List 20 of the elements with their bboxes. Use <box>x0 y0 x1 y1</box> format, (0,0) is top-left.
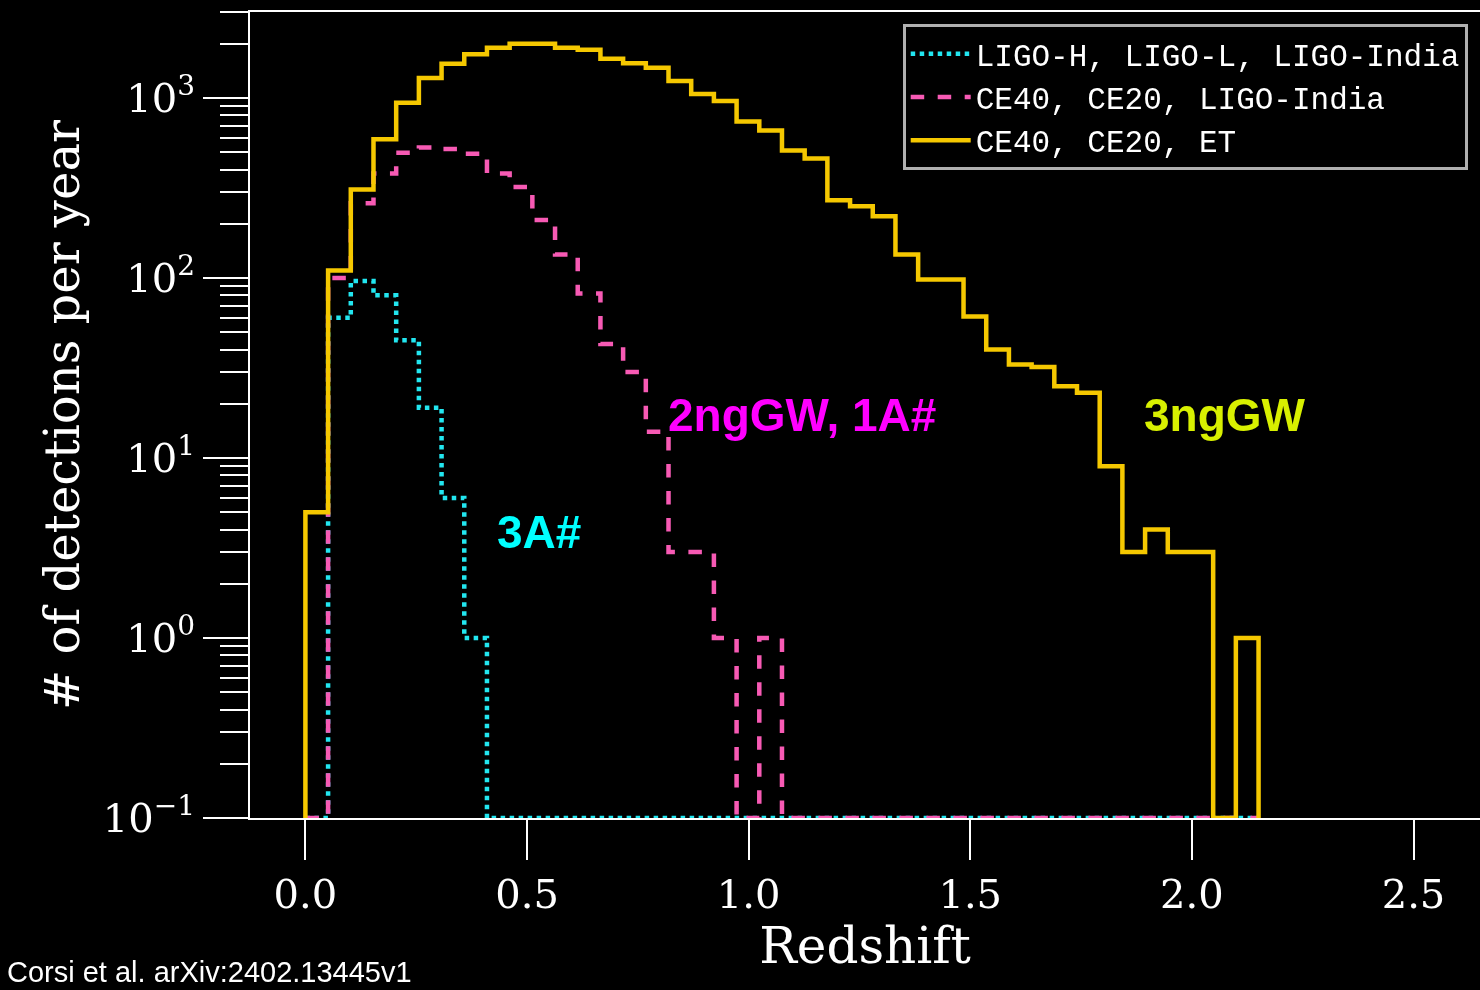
annotation: 3A# <box>497 506 582 558</box>
x-tick-label: 2.5 <box>1381 871 1446 917</box>
x-tick-label: 1.0 <box>716 871 781 917</box>
x-tick-label: 2.0 <box>1160 871 1224 917</box>
text: Corsi et al. arXiv:2402.13445v1 <box>7 956 412 988</box>
annotation: 2ngGW, 1A# <box>668 389 937 441</box>
legend-label: CE40, CE20, ET <box>975 126 1237 162</box>
x-axis-title: Redshift <box>759 917 971 975</box>
y-axis-title: # of detections per year <box>34 120 91 710</box>
y-tick-label: 10$^{3}$ <box>126 69 195 121</box>
x-tick-label: 0.5 <box>495 871 559 917</box>
x-tick-label: 0.0 <box>273 871 338 917</box>
x-tick-label: 1.5 <box>938 871 1003 917</box>
legend-label: CE40, CE20, LIGO-India <box>975 83 1385 119</box>
annotation: 3ngGW <box>1144 389 1306 441</box>
legend-label: LIGO-H, LIGO-L, LIGO-India <box>975 39 1460 75</box>
y-tick-label: 10$^{1}$ <box>126 429 195 481</box>
y-tick-label: 10$^{0}$ <box>126 609 195 661</box>
y-tick-label: 10$^{−1}$ <box>102 789 195 841</box>
y-tick-label: 10$^{2}$ <box>126 249 195 301</box>
